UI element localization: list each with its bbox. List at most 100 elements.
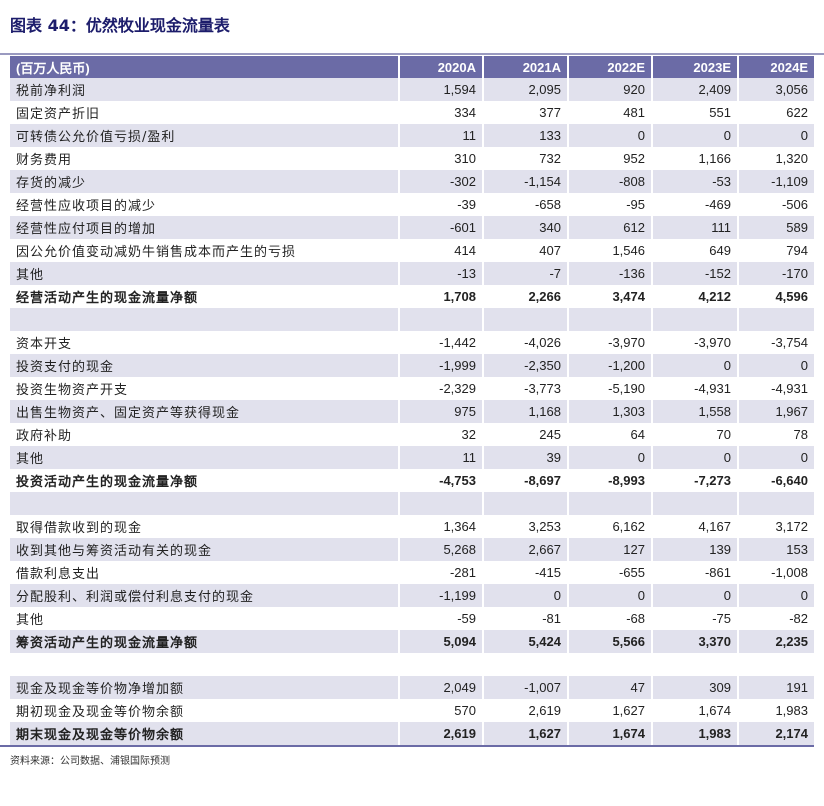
cell-value: 0 — [737, 124, 814, 147]
cell-value: -4,753 — [398, 469, 483, 492]
row-label: 期末现金及现金等价物余额 — [10, 722, 399, 745]
row-label: 经营性应付项目的增加 — [10, 216, 399, 239]
cell-value: -655 — [567, 561, 652, 584]
cell-value: 0 — [737, 584, 814, 607]
cell-value: 0 — [567, 584, 652, 607]
table-row: 出售生物资产、固定资产等获得现金 975 1,168 1,303 1,558 1,967 — [10, 400, 814, 423]
cell-value — [482, 308, 568, 331]
cell-value: 1,967 — [737, 400, 814, 423]
table-row: 借款利息支出 -281 -415 -655 -861 -1,008 — [10, 561, 814, 584]
cell-value: -75 — [651, 607, 738, 630]
table-row: 因公允价值变动减奶牛销售成本而产生的亏损 414 407 1,546 649 794 — [10, 239, 814, 262]
table-row: 可转债公允价值亏损/盈利 11 133 0 0 0 — [10, 124, 814, 147]
cell-value — [737, 653, 814, 676]
cell-value: -170 — [737, 262, 814, 285]
cell-value: 1,364 — [398, 515, 483, 538]
year-header: 2024E — [737, 56, 814, 78]
cell-value: 191 — [737, 676, 814, 699]
cell-value: 1,320 — [737, 147, 814, 170]
row-label — [10, 308, 399, 331]
cell-value — [737, 492, 814, 515]
cell-value: -3,970 — [567, 331, 652, 354]
cell-value: -1,008 — [737, 561, 814, 584]
cell-value: 5,566 — [567, 630, 652, 653]
table-row: 取得借款收到的现金 1,364 3,253 6,162 4,167 3,172 — [10, 515, 814, 538]
cell-value: 1,708 — [398, 285, 483, 308]
table-row: 投资生物资产开支 -2,329 -3,773 -5,190 -4,931 -4,931 — [10, 377, 814, 400]
cell-value: 2,235 — [737, 630, 814, 653]
cell-value: -506 — [737, 193, 814, 216]
cell-value: 794 — [737, 239, 814, 262]
row-label: 经营性应收项目的减少 — [16, 199, 157, 214]
cell-value: -2,350 — [482, 354, 568, 377]
cell-value: -281 — [398, 561, 483, 584]
cell-value — [482, 492, 568, 515]
cell-value: 11 — [398, 124, 483, 147]
cell-value: -81 — [482, 607, 568, 630]
cell-value: -8,697 — [482, 469, 568, 492]
cell-value: 0 — [651, 354, 738, 377]
cell-value: 622 — [737, 101, 814, 124]
cell-value: 6,162 — [567, 515, 652, 538]
table-row: 其他 -59 -81 -68 -75 -82 — [10, 607, 814, 630]
cell-value: -469 — [651, 193, 738, 216]
cell-value: 649 — [651, 239, 738, 262]
cell-value: 64 — [567, 423, 652, 446]
year-header: 2023E — [651, 56, 738, 78]
cell-value: 414 — [398, 239, 483, 262]
year-header: 2020A — [398, 56, 483, 78]
cell-value: 111 — [651, 216, 738, 239]
cell-value: -1,154 — [482, 170, 568, 193]
cell-value: -601 — [398, 216, 483, 239]
cell-value: 2,174 — [737, 722, 814, 745]
cell-value: 2,095 — [482, 78, 568, 101]
table-row: 分配股利、利润或偿付利息支付的现金 -1,199 0 0 0 0 — [10, 584, 814, 607]
table-row: 现金及现金等价物净增加额 2,049 -1,007 47 309 191 — [10, 676, 814, 699]
cell-value: 139 — [651, 538, 738, 561]
cell-value: -8,993 — [567, 469, 652, 492]
row-label — [10, 492, 399, 515]
row-label: 现金及现金等价物净增加额 — [10, 676, 399, 699]
cell-value: 407 — [482, 239, 568, 262]
table-row: 投资活动产生的现金流量净额 -4,753 -8,697 -8,993 -7,273 -6,… — [10, 469, 814, 492]
year-header: 2021A — [482, 56, 568, 78]
cell-value: 1,674 — [567, 722, 652, 745]
table-row: 存货的减少 -302 -1,154 -808 -53 -1,109 — [10, 170, 814, 193]
cell-value: 5,268 — [398, 538, 483, 561]
cell-value: 340 — [482, 216, 568, 239]
cell-value: 1,546 — [567, 239, 652, 262]
cell-value: 732 — [482, 147, 568, 170]
cell-value: 245 — [482, 423, 568, 446]
cell-value: 4,212 — [651, 285, 738, 308]
cell-value — [482, 653, 568, 676]
table-row: 其他 -13 -7 -136 -152 -170 — [10, 262, 814, 285]
cell-value: 153 — [737, 538, 814, 561]
row-label: 期初现金及现金等价物余额 — [16, 705, 185, 720]
cell-value: 1,627 — [567, 699, 652, 722]
cell-value: 3,056 — [737, 78, 814, 101]
row-label: 政府补助 — [16, 429, 73, 444]
cell-value: 2,619 — [482, 699, 568, 722]
cell-value: 1,303 — [567, 400, 652, 423]
cell-value — [567, 653, 652, 676]
spacer-row — [10, 653, 814, 676]
table-row: 经营活动产生的现金流量净额 1,708 2,266 3,474 4,212 4,596 — [10, 285, 814, 308]
table-row: 筹资活动产生的现金流量净额 5,094 5,424 5,566 3,370 2,235 — [10, 630, 814, 653]
cell-value: -3,773 — [482, 377, 568, 400]
cell-value: 70 — [651, 423, 738, 446]
cell-value: 1,166 — [651, 147, 738, 170]
cell-value — [651, 492, 738, 515]
cell-value: 39 — [482, 446, 568, 469]
cell-value: -53 — [651, 170, 738, 193]
cell-value: 11 — [398, 446, 483, 469]
cell-value: 1,594 — [398, 78, 483, 101]
cell-value: -1,109 — [737, 170, 814, 193]
cell-value: 1,627 — [482, 722, 568, 745]
cell-value: -1,199 — [398, 584, 483, 607]
cell-value: 2,049 — [398, 676, 483, 699]
cell-value: 1,983 — [651, 722, 738, 745]
cell-value: -808 — [567, 170, 652, 193]
cell-value: 1,983 — [737, 699, 814, 722]
cell-value — [398, 653, 483, 676]
table-row: 政府补助 32 245 64 70 78 — [10, 423, 814, 446]
